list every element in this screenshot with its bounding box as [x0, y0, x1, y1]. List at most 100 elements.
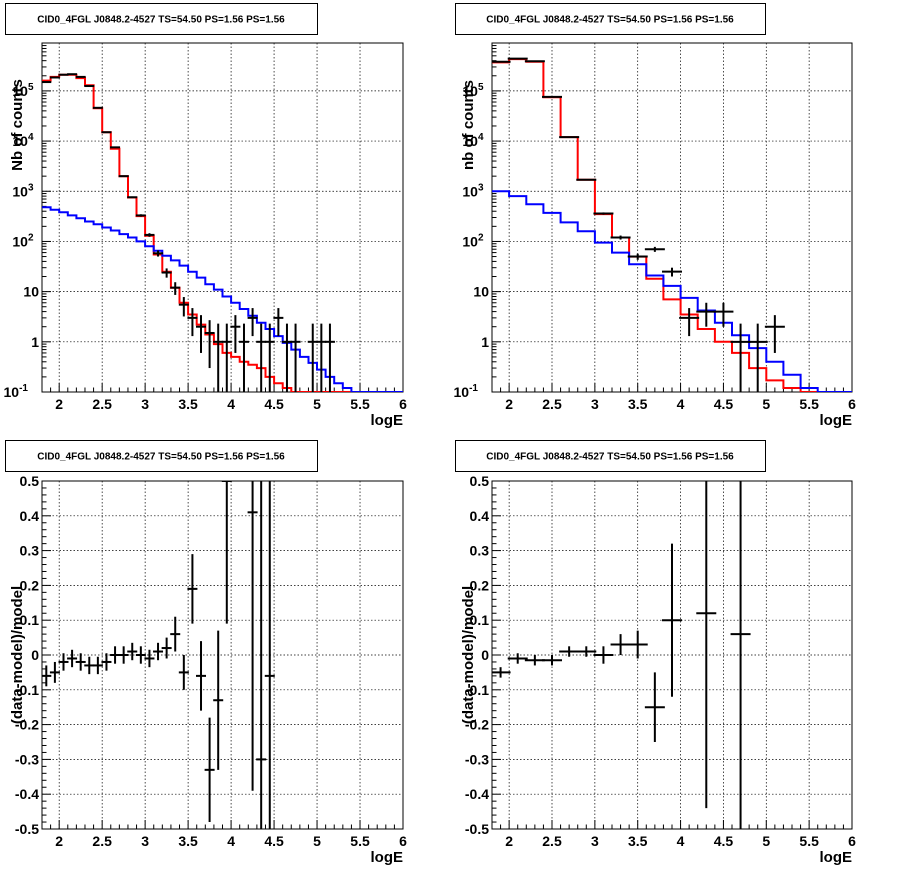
plot-frame — [41, 42, 404, 393]
y-tick-label: 1 — [31, 334, 39, 350]
data-point — [324, 323, 335, 392]
data-point — [135, 214, 146, 217]
data-point — [576, 646, 597, 657]
y-tick-label: -0.5 — [465, 821, 489, 837]
y-tick-label: 0 — [31, 647, 39, 663]
x-tick-label: 5.5 — [350, 833, 370, 849]
data-point — [764, 315, 785, 353]
x-tick-label: 6 — [848, 833, 856, 849]
x-tick-label: 6 — [848, 396, 856, 412]
data-point — [75, 653, 86, 671]
data-point — [196, 641, 207, 711]
data-point — [170, 282, 181, 295]
x-tick-label: 3.5 — [628, 396, 648, 412]
x-tick-label: 5.5 — [350, 396, 370, 412]
y-axis-label: nb of counts — [460, 80, 477, 170]
data-point — [679, 308, 700, 337]
data-point — [101, 653, 112, 671]
x-tick-label: 2.5 — [542, 396, 562, 412]
x-tick-label: 5.5 — [799, 396, 819, 412]
chart-title: CID0_4FGL J0848.2-4527 TS=54.50 PS=1.56 … — [37, 15, 285, 26]
data-point — [221, 481, 232, 624]
data-point — [42, 665, 52, 687]
x-tick-label: 2 — [505, 833, 513, 849]
y-tick-label: 1 — [481, 334, 489, 350]
data-layer — [492, 481, 751, 829]
y-tick-label: 0.4 — [470, 508, 490, 524]
y-tick-label: 0.4 — [20, 508, 40, 524]
data-point — [627, 253, 648, 260]
data-point — [110, 646, 121, 664]
y-tick-label: -0.4 — [15, 786, 39, 802]
data-point — [230, 315, 241, 353]
x-tick-label: 4.5 — [264, 396, 284, 412]
data-point — [135, 646, 146, 664]
data-layer — [42, 481, 275, 829]
data-point — [593, 646, 614, 664]
data-point — [492, 667, 511, 678]
data-point — [524, 655, 545, 666]
y-tick-label: 103 — [462, 182, 484, 199]
y-tick-label: 0.3 — [470, 543, 490, 559]
y-axis-label: (data-model)/model — [460, 586, 477, 724]
data-point — [247, 481, 258, 791]
x-axis-label: logE — [820, 849, 853, 866]
data-point — [662, 543, 682, 697]
y-tick-label: -0.2 — [465, 717, 489, 733]
model-background-histogram — [42, 206, 403, 392]
data-point — [662, 267, 682, 277]
y-tick-label: 10 — [473, 284, 489, 300]
data-point — [273, 308, 284, 337]
data-point — [696, 302, 717, 327]
data-point — [644, 672, 665, 742]
y-tick-label: 0.5 — [470, 473, 490, 489]
panel-1: CID0_4FGL J0848.2-4527 TS=54.50 PS=1.56 … — [4, 3, 407, 429]
x-tick-label: 3.5 — [178, 396, 198, 412]
model-total-histogram — [42, 73, 403, 392]
x-tick-label: 4.5 — [714, 396, 734, 412]
data-point — [610, 634, 631, 655]
x-tick-label: 2 — [55, 396, 63, 412]
data-point — [127, 642, 138, 661]
data-point — [627, 630, 648, 659]
y-tick-label: 10 — [23, 284, 39, 300]
data-point — [84, 656, 95, 675]
x-tick-label: 6 — [399, 396, 407, 412]
data-point — [153, 250, 164, 257]
title-box — [455, 3, 766, 35]
y-tick-label: -0.4 — [465, 786, 489, 802]
data-point — [610, 235, 631, 240]
chart-title: CID0_4FGL J0848.2-4527 TS=54.50 PS=1.56 … — [486, 15, 734, 26]
data-point — [58, 653, 69, 671]
x-tick-label: 2 — [55, 833, 63, 849]
x-tick-label: 3.5 — [178, 833, 198, 849]
data-point — [256, 323, 267, 392]
data-layer — [42, 73, 403, 392]
title-box — [455, 440, 766, 472]
y-tick-label: 10-1 — [4, 383, 29, 400]
y-tick-label: 0.1 — [20, 612, 40, 628]
data-point — [256, 481, 267, 829]
x-axis-label: logE — [820, 412, 853, 429]
x-tick-label: 3 — [591, 396, 599, 412]
y-tick-label: 102 — [12, 232, 34, 249]
data-point — [559, 646, 580, 657]
data-point — [49, 661, 60, 683]
data-point — [316, 323, 327, 392]
data-point — [247, 308, 258, 337]
x-tick-label: 6 — [399, 833, 407, 849]
data-point — [204, 320, 215, 369]
data-layer — [492, 57, 852, 392]
x-tick-label: 2.5 — [92, 833, 112, 849]
y-tick-label: -0.3 — [15, 751, 39, 767]
x-tick-label: 3 — [141, 396, 149, 412]
x-tick-label: 5 — [313, 396, 321, 412]
x-axis-label: logE — [371, 412, 404, 429]
x-tick-label: 5 — [313, 833, 321, 849]
data-point — [213, 323, 224, 392]
data-point — [187, 554, 198, 624]
data-point — [118, 175, 129, 178]
data-point — [127, 196, 138, 199]
data-point — [307, 323, 318, 392]
data-point — [187, 308, 198, 337]
